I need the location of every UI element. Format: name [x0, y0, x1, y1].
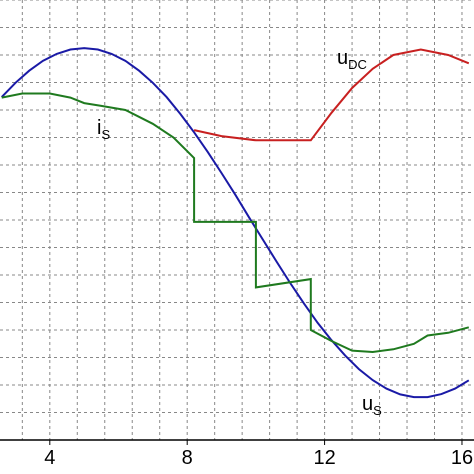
- x-tick-label: 12: [313, 447, 335, 469]
- x-tick-label: 16: [451, 447, 473, 469]
- x-tick-label: 4: [44, 447, 55, 469]
- series-label-name: i: [97, 117, 101, 139]
- series-label-subscript: S: [101, 127, 110, 142]
- series-label: uDC: [337, 47, 367, 72]
- x-tick-label: 8: [182, 447, 193, 469]
- series-label: iS: [97, 117, 110, 142]
- series-label-name: u: [337, 47, 348, 69]
- series-label-subscript: DC: [348, 57, 367, 72]
- series-line: [1, 92, 470, 354]
- series-label-subscript: S: [373, 403, 382, 418]
- series-line: [193, 48, 470, 142]
- series-line: [0, 47, 470, 399]
- series-label: uS: [362, 393, 382, 418]
- series-label-name: u: [362, 393, 373, 415]
